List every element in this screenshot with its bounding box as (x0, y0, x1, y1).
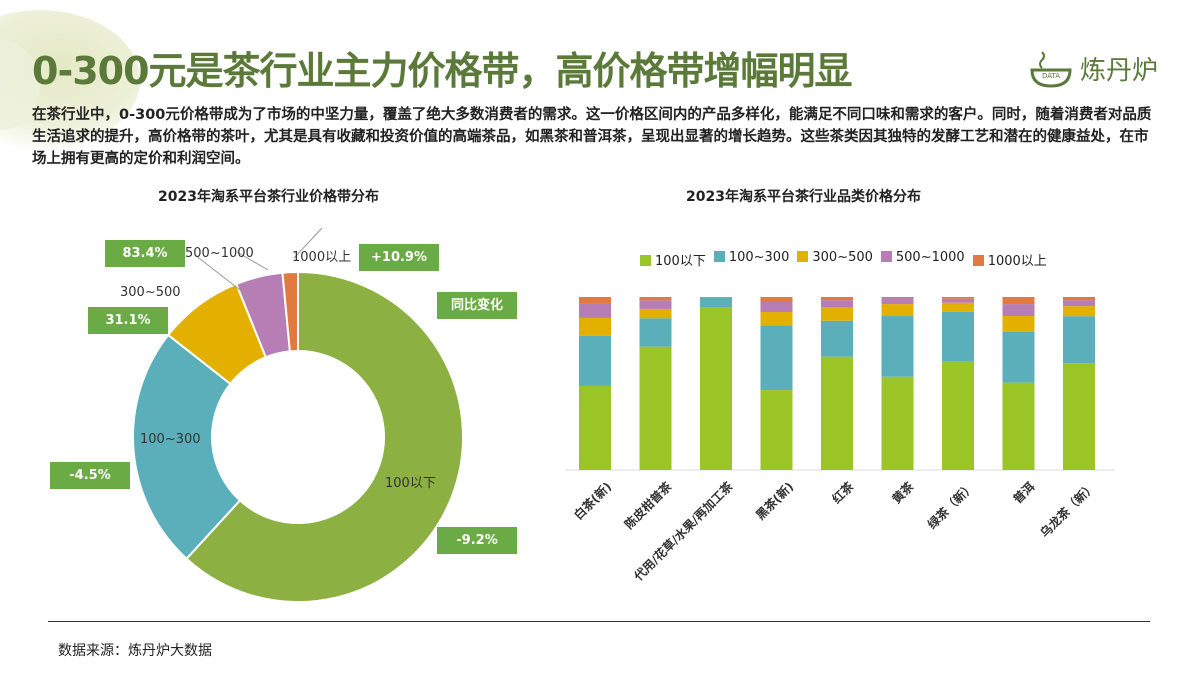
bar-segment-100~300 (760, 325, 793, 391)
donut-slice-100以下 (185, 270, 464, 603)
bar-segment-1000以上 (1063, 297, 1095, 301)
yoy-legend-callout: 同比变化 (437, 292, 517, 319)
bar-segment-500~1000 (639, 300, 672, 309)
legend-label: 1000以上 (987, 254, 1047, 269)
bar-segment-500~1000 (821, 300, 853, 308)
bar-segment-100~300 (942, 311, 974, 362)
bar-segment-300~500 (881, 304, 914, 317)
bar-segment-1000以上 (579, 297, 611, 304)
bar-segment-300~500 (1063, 306, 1095, 317)
bar-segment-300~500 (579, 317, 611, 336)
logo: DATA 炼丹炉 (1028, 48, 1158, 88)
bar-segment-500~1000 (579, 303, 611, 318)
bar-segment-100以下 (760, 390, 793, 470)
bar-segment-100以下 (639, 346, 672, 470)
bar-segment-1000以上 (881, 297, 914, 299)
legend-label: 100以下 (655, 254, 706, 269)
bar-segment-100~300 (881, 316, 914, 377)
page-title: 0-300元是茶行业主力价格带，高价格带增幅明显 (32, 49, 853, 93)
bar-segment-300~500 (1002, 316, 1035, 332)
yoy-callout-100以下: -9.2% (437, 527, 517, 554)
x-tick-label: 乌龙茶（新） (1037, 479, 1099, 541)
bar-segment-1000以上 (942, 297, 974, 299)
bar-segment-1000以上 (760, 297, 793, 303)
slice-label-100-300: 100~300 (140, 432, 201, 447)
leader-line (236, 251, 269, 271)
bar-segment-100~300 (1063, 316, 1095, 364)
bar-segment-300~500 (760, 312, 793, 326)
bar-segment-100以下 (1002, 382, 1035, 470)
donut-chart-title: 2023年淘系平台茶行业价格带分布 (158, 189, 379, 205)
bar-segment-1000以上 (821, 297, 853, 301)
bar-segment-300~500 (639, 308, 672, 319)
slice-label-1000以上: 1000以上 (292, 250, 352, 265)
slice-label-100以下: 100以下 (385, 476, 436, 491)
bar-segment-1000以上 (1002, 297, 1035, 305)
legend-swatch (713, 251, 725, 262)
legend-label: 100~300 (728, 250, 790, 265)
legend-item-1000以上: 1000以上 (972, 250, 1047, 269)
legend-item-300~500: 300~500 (797, 250, 873, 269)
intro-paragraph: 在茶行业中，0-300元价格带成为了市场的中坚力量，覆盖了绝大多数消费者的需求。… (32, 107, 1152, 167)
bar-segment-100以下 (821, 356, 853, 470)
stacked-bar-chart (565, 297, 1115, 471)
data-source: 数据来源：炼丹炉大数据 (58, 643, 212, 659)
bar-segment-100~300 (700, 297, 732, 308)
bar-segment-100以下 (700, 307, 732, 470)
bar-segment-100~300 (579, 335, 611, 386)
yoy-callout-1000以上: +10.9% (359, 244, 439, 271)
bar-segment-100以下 (942, 361, 974, 470)
bar-segment-1000以上 (639, 297, 672, 301)
legend-item-500~1000: 500~1000 (880, 250, 965, 269)
legend-swatch (972, 255, 984, 266)
bar-segment-100以下 (881, 376, 914, 470)
yoy-callout-500-1000: 83.4% (105, 240, 185, 267)
legend-item-100以下: 100以下 (640, 250, 706, 269)
leader-line (293, 227, 323, 259)
bar-segment-100~300 (639, 318, 672, 347)
yoy-callout-300-500: 31.1% (88, 307, 168, 334)
bar-segment-100~300 (821, 320, 853, 357)
leader-line (194, 254, 254, 301)
legend-item-100~300: 100~300 (713, 250, 790, 269)
yoy-callout-100-300: -4.5% (50, 462, 130, 489)
bar-segment-100以下 (579, 385, 611, 470)
bar-segment-100以下 (1063, 363, 1095, 470)
footer-divider (48, 621, 1150, 622)
x-tick-label: 陈皮柑普茶 (622, 479, 675, 532)
bar-segment-500~1000 (1002, 304, 1035, 317)
slice-label-300-500: 300~500 (120, 285, 181, 300)
logo-text: 炼丹炉 (1080, 55, 1159, 86)
legend-label: 500~1000 (895, 250, 965, 265)
legend-swatch (797, 251, 809, 262)
bar-segment-500~1000 (1063, 300, 1095, 307)
bar-legend: 100以下 100~300 300~500 500~1000 1000以上 (640, 250, 1047, 269)
teapot-logo-icon: DATA (1030, 51, 1072, 88)
bar-segment-500~1000 (942, 298, 974, 303)
x-tick-label: 绿茶（新） (924, 479, 978, 532)
legend-swatch (640, 255, 651, 266)
logo-badge: DATA (1042, 72, 1060, 80)
donut-chart (132, 227, 464, 603)
bar-segment-100~300 (1002, 331, 1035, 383)
legend-swatch (880, 251, 892, 262)
donut-slice-100~300 (132, 333, 242, 561)
legend-label: 300~500 (812, 250, 873, 265)
bar-segment-500~1000 (881, 298, 914, 305)
bar-segment-500~1000 (760, 302, 793, 313)
bar-segment-300~500 (821, 307, 853, 321)
slice-label-500-1000: 500~1000 (185, 246, 254, 261)
bar-chart-title: 2023年淘系平台茶行业品类价格分布 (686, 189, 921, 205)
bar-segment-300~500 (942, 302, 974, 312)
donut-slice-1000以上 (281, 270, 299, 353)
